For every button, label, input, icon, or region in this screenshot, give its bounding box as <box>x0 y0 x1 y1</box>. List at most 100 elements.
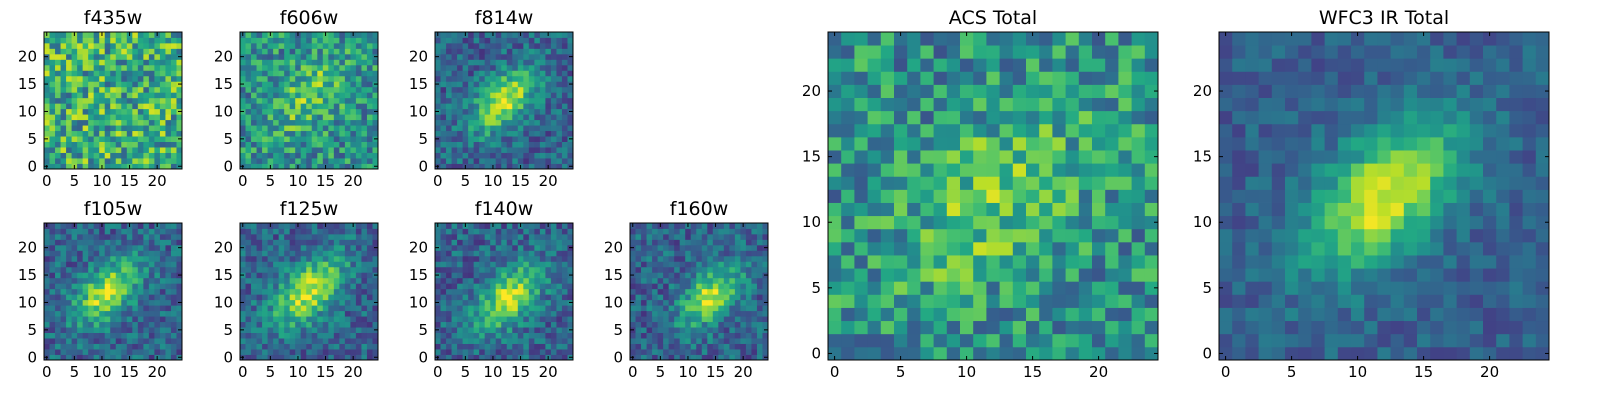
heatmap-cell <box>333 327 340 333</box>
heatmap-cell <box>490 327 497 333</box>
heatmap-cell <box>468 305 475 312</box>
heatmap-cell <box>1118 294 1132 308</box>
heatmap-cell <box>462 136 469 142</box>
heatmap-cell <box>567 147 574 153</box>
heatmap-cell <box>143 277 150 284</box>
heatmap-cell <box>685 327 692 333</box>
heatmap-cell <box>55 266 61 273</box>
heatmap-cell <box>82 136 89 142</box>
heatmap-cell <box>372 64 379 71</box>
heatmap-cell <box>71 42 78 49</box>
heatmap-cell <box>545 266 552 273</box>
heatmap-cell <box>550 250 557 257</box>
heatmap-cell <box>630 338 636 344</box>
heatmap-cell <box>435 266 441 273</box>
heatmap-cell <box>1078 202 1093 217</box>
heatmap-cell <box>528 261 535 268</box>
heatmap-cell <box>71 86 78 93</box>
heatmap-cell <box>267 152 274 159</box>
heatmap-cell <box>251 354 257 361</box>
heatmap-cell <box>712 299 719 306</box>
heatmap-cell <box>273 119 280 126</box>
heatmap-cell <box>300 261 307 268</box>
heatmap-cell <box>361 158 368 164</box>
heatmap-cell <box>267 42 274 49</box>
heatmap-cell <box>946 215 961 230</box>
heatmap-cell <box>132 223 139 229</box>
heatmap-cell <box>512 163 519 170</box>
heatmap-cell <box>317 114 324 121</box>
heatmap-cell <box>751 310 758 317</box>
heatmap-cell <box>696 228 703 235</box>
heatmap-cell <box>1012 346 1027 361</box>
heatmap-cell <box>462 75 469 82</box>
heatmap-cell <box>300 37 307 44</box>
heatmap-cell <box>82 310 89 317</box>
heatmap-cell <box>170 294 177 301</box>
heatmap-cell <box>306 147 313 153</box>
heatmap-cell <box>88 261 95 268</box>
heatmap-cell <box>137 228 144 235</box>
heatmap-cell <box>104 255 111 262</box>
heatmap-cell <box>176 305 183 312</box>
heatmap-cell <box>267 130 274 137</box>
heatmap-cell <box>333 64 340 71</box>
heatmap-cell <box>556 321 563 328</box>
heatmap-cell <box>556 70 563 77</box>
heatmap-cell <box>999 294 1014 308</box>
heatmap-cell <box>361 70 368 77</box>
heatmap-cell <box>435 239 441 246</box>
heatmap-cell <box>534 119 541 126</box>
heatmap-cell <box>501 244 508 251</box>
heatmap-cell <box>745 321 752 328</box>
heatmap-cell <box>110 354 117 361</box>
heatmap-cell <box>674 233 681 240</box>
axes-frame <box>434 31 574 170</box>
heatmap-cell <box>306 81 313 88</box>
heatmap-cell <box>137 163 144 170</box>
heatmap-cell <box>517 48 524 55</box>
heatmap-cell <box>311 277 318 284</box>
heatmap-cell <box>707 316 714 323</box>
heatmap-cell <box>512 86 519 93</box>
heatmap-cell <box>333 321 340 328</box>
heatmap-cell <box>344 332 351 339</box>
heatmap-cell <box>641 349 647 355</box>
heatmap-cell <box>534 97 541 104</box>
heatmap-cell <box>132 349 139 355</box>
heatmap-cell <box>284 163 291 170</box>
heatmap-cell <box>322 92 329 99</box>
heatmap-cell <box>501 130 508 137</box>
heatmap-cell <box>306 92 313 99</box>
heatmap-cell <box>256 163 263 170</box>
heatmap-cell <box>256 327 263 333</box>
heatmap-cell <box>267 321 274 328</box>
heatmap-cell <box>49 223 56 229</box>
heatmap-cell <box>701 228 708 235</box>
heatmap-cell <box>176 59 183 66</box>
heatmap-cell <box>77 283 84 290</box>
heatmap-cell <box>457 277 463 284</box>
heatmap-cell <box>528 255 535 262</box>
heatmap-cell <box>121 86 128 93</box>
heatmap-cell <box>1092 176 1106 190</box>
heatmap-cell <box>245 294 252 301</box>
heatmap-cell <box>646 338 653 344</box>
heatmap-cell <box>451 108 458 115</box>
heatmap-cell <box>333 349 340 355</box>
heatmap-cell <box>841 333 855 348</box>
heatmap-cell <box>350 288 357 295</box>
heatmap-cell <box>1039 202 1053 217</box>
heatmap-cell <box>306 48 313 55</box>
heatmap-cell <box>512 316 519 323</box>
heatmap-cell <box>278 92 285 99</box>
heatmap-cell <box>501 147 508 153</box>
heatmap-cell <box>284 277 291 284</box>
heatmap-cell <box>723 223 730 229</box>
heatmap-cell <box>366 119 373 126</box>
heatmap-cell <box>77 327 84 333</box>
heatmap-cell <box>361 42 368 49</box>
heatmap-cell <box>523 141 530 148</box>
heatmap-cell <box>894 346 908 361</box>
heatmap-cell <box>121 244 128 251</box>
